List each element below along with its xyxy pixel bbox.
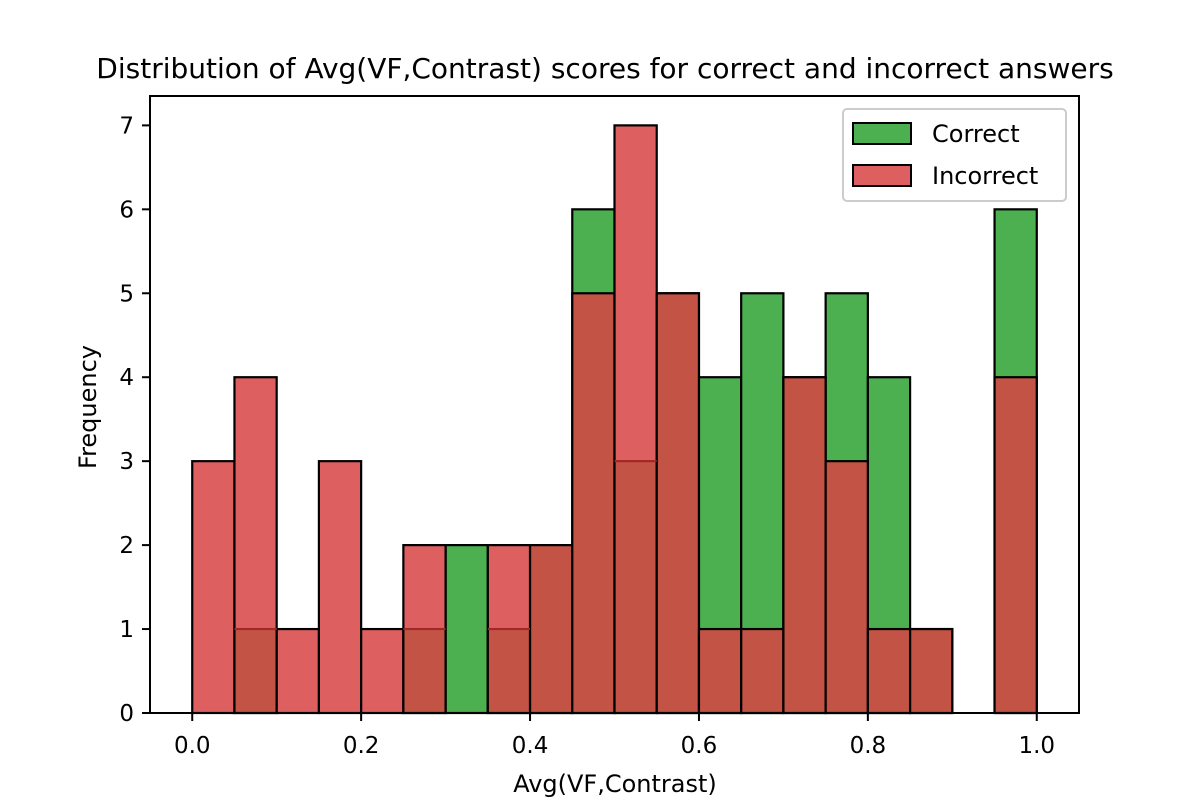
x-axis-label: Avg(VF,Contrast) xyxy=(513,770,717,798)
bar-incorrect xyxy=(360,627,405,715)
x-tick-label: 0.8 xyxy=(850,733,887,759)
y-axis: 0 1 2 3 4 5 6 7 xyxy=(119,113,150,727)
bar-incorrect xyxy=(571,292,616,715)
x-tick-label: 1.0 xyxy=(1018,733,1055,759)
legend-label: Correct xyxy=(932,120,1020,148)
x-tick-label: 0.6 xyxy=(681,733,718,759)
x-tick-label: 0.2 xyxy=(343,733,380,759)
bar-incorrect xyxy=(655,292,701,715)
y-tick-label: 2 xyxy=(119,533,134,559)
y-axis-label: Frequency xyxy=(74,345,102,469)
bar-incorrect xyxy=(908,627,954,715)
bar-correct xyxy=(444,544,489,715)
bar-incorrect xyxy=(866,627,912,715)
chart-title: Distribution of Avg(VF,Contrast) scores … xyxy=(96,52,1113,85)
legend-swatch xyxy=(852,164,912,187)
bar-incorrect xyxy=(782,376,827,715)
bar-incorrect xyxy=(275,627,321,715)
legend: Correct Incorrect xyxy=(842,108,1067,202)
bar-incorrect xyxy=(613,124,658,715)
bar-incorrect xyxy=(740,627,785,715)
y-tick-label: 0 xyxy=(119,701,134,727)
bar-incorrect xyxy=(233,376,278,715)
bar-incorrect xyxy=(697,627,743,715)
bar-incorrect xyxy=(191,460,236,715)
bar-incorrect xyxy=(993,376,1038,715)
legend-label: Incorrect xyxy=(932,162,1038,190)
y-tick-label: 7 xyxy=(119,113,134,139)
overlap-edges xyxy=(234,460,657,631)
bar-incorrect xyxy=(528,544,574,715)
bar-incorrect xyxy=(824,460,869,715)
incorrect-series xyxy=(191,124,1038,715)
legend-swatch xyxy=(852,122,912,145)
y-tick-label: 6 xyxy=(119,197,134,223)
plot-frame xyxy=(149,95,1080,714)
y-tick-label: 4 xyxy=(119,365,134,391)
x-tick-label: 0.0 xyxy=(174,733,211,759)
x-tick-label: 0.4 xyxy=(512,733,549,759)
y-tick-label: 5 xyxy=(119,281,134,307)
y-tick-label: 1 xyxy=(119,617,134,643)
x-axis: 0.0 0.2 0.4 0.6 0.8 1.0 xyxy=(174,713,1055,759)
bar-incorrect xyxy=(317,460,363,715)
y-tick-label: 3 xyxy=(119,449,134,475)
